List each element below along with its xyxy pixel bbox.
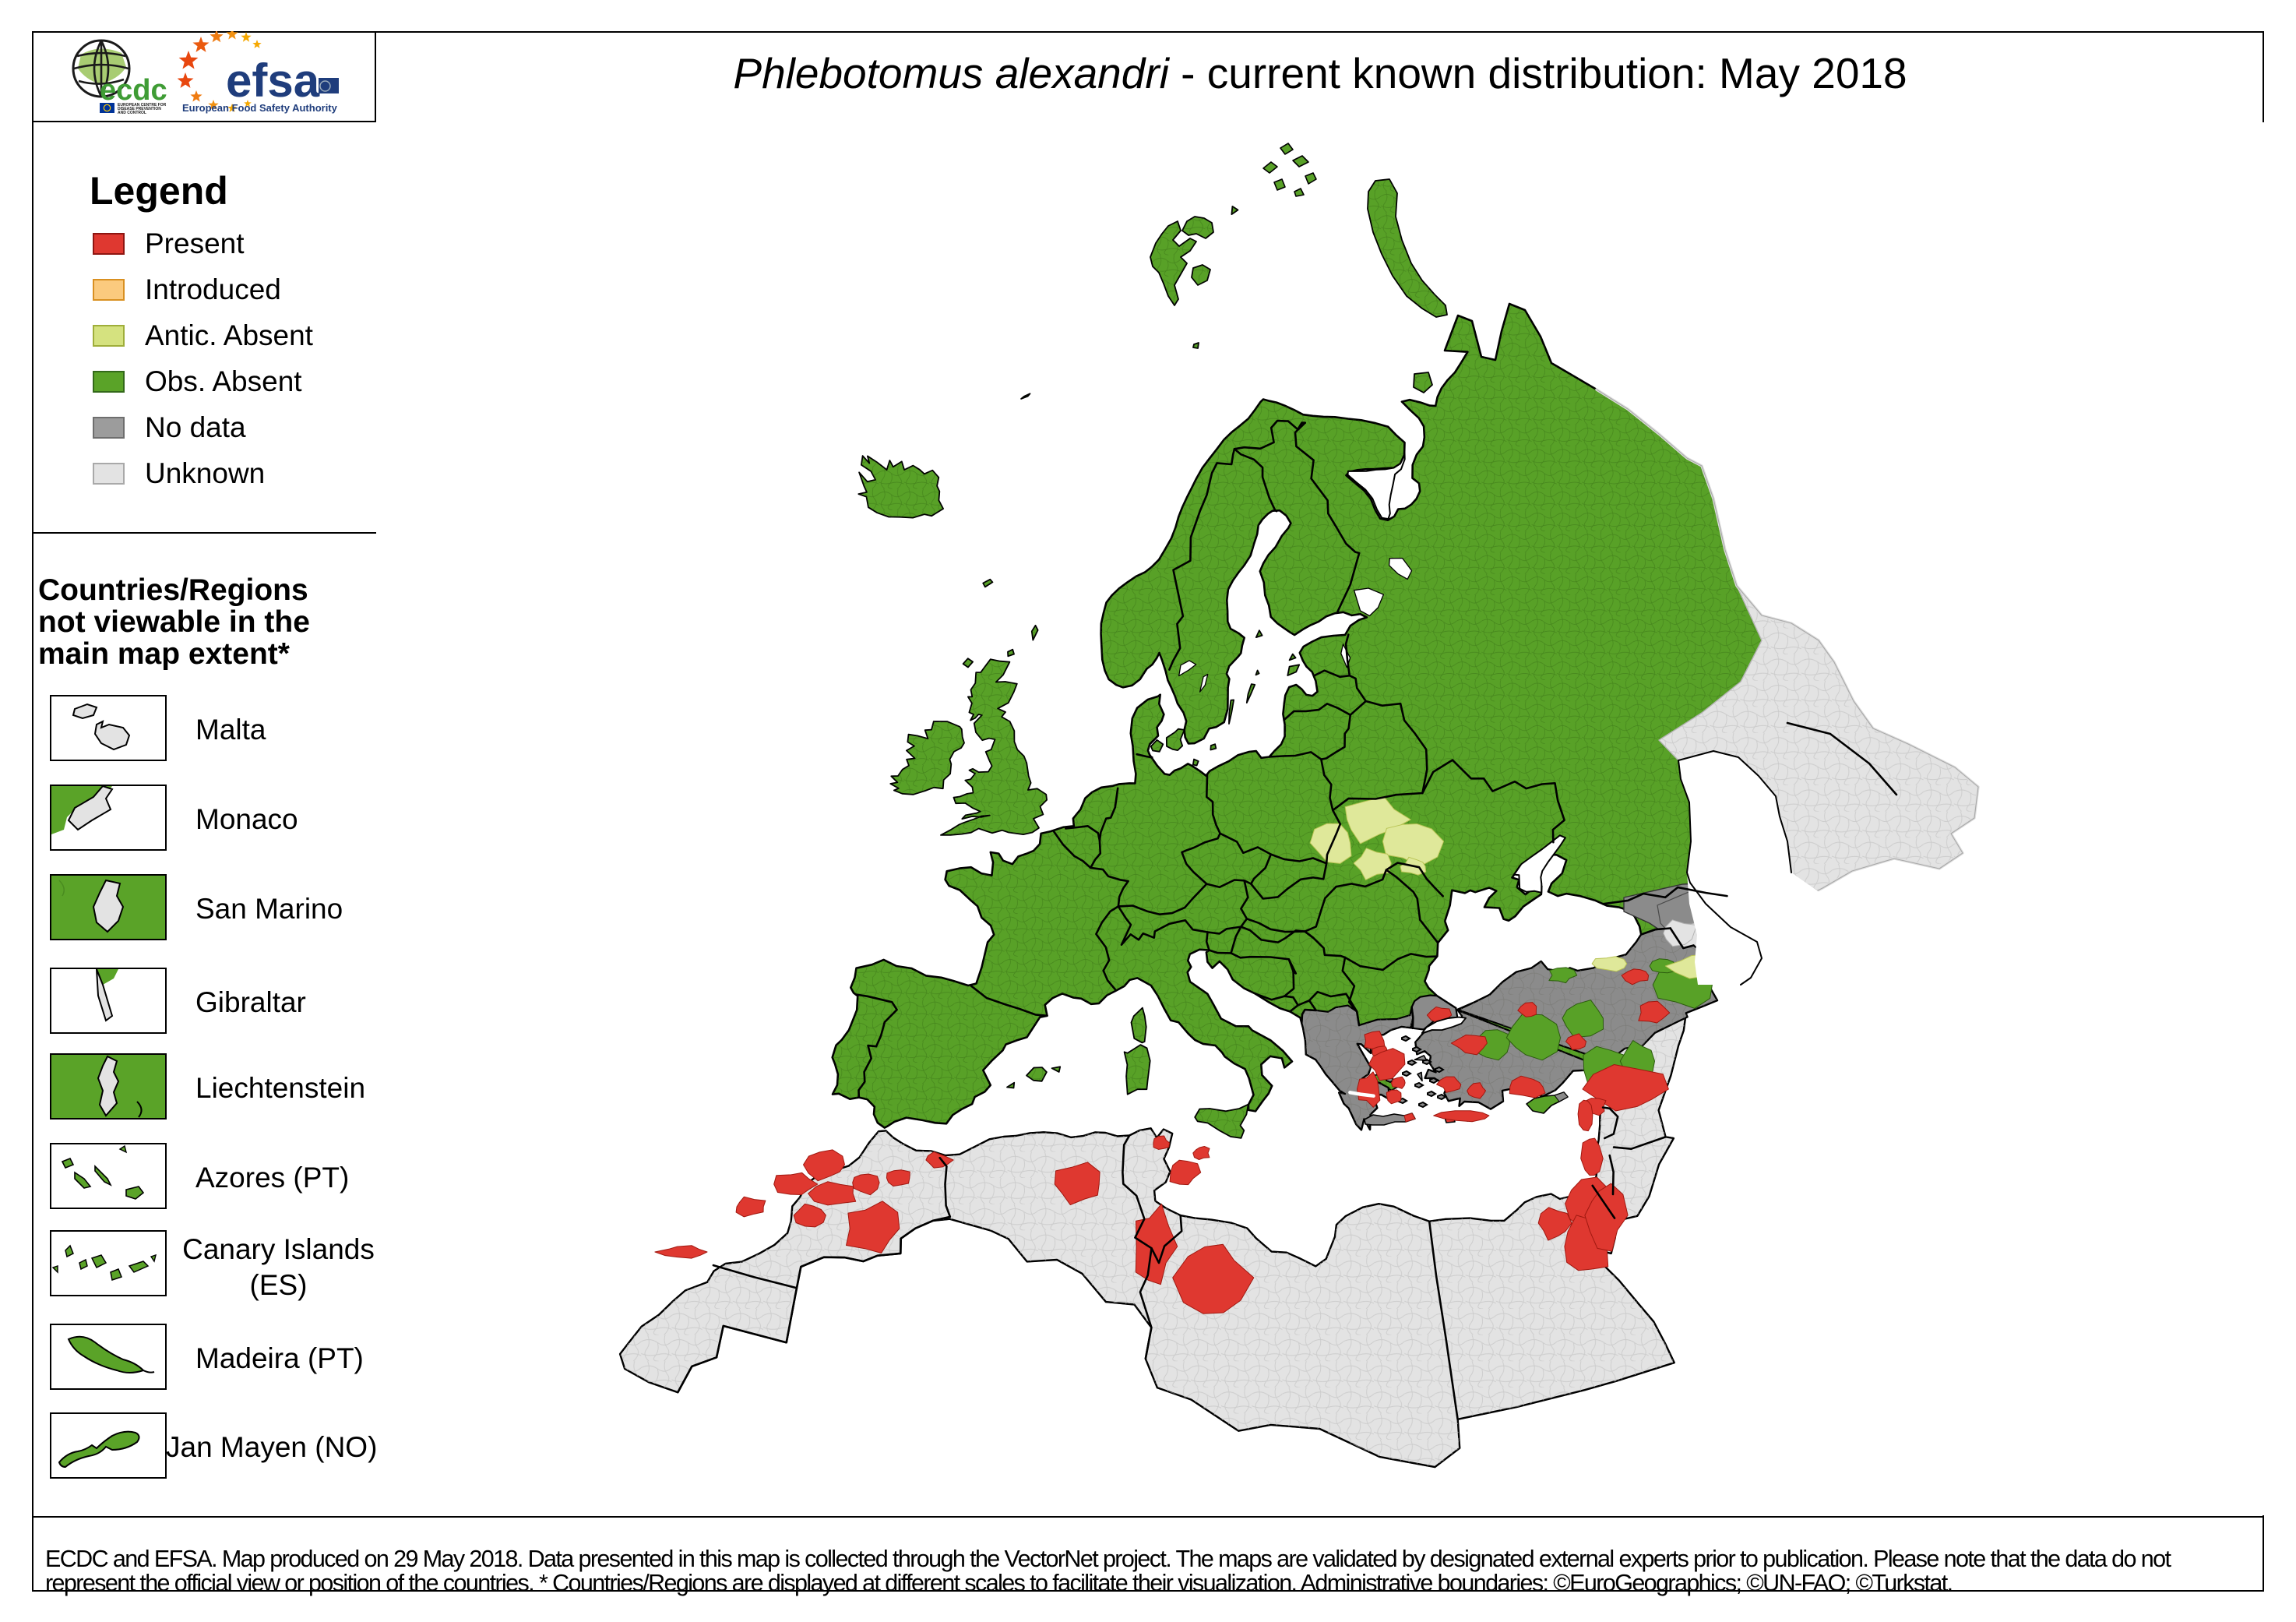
svg-text:ecdc: ecdc	[100, 74, 167, 107]
svg-text:AND CONTROL: AND CONTROL	[118, 111, 146, 115]
svg-text:EUROPEAN CENTRE FOR: EUROPEAN CENTRE FOR	[118, 103, 167, 108]
svg-text:DISEASE PREVENTION: DISEASE PREVENTION	[118, 107, 161, 111]
svg-text:efsa: efsa	[226, 55, 320, 107]
svg-text:European Food Safety Authority: European Food Safety Authority	[182, 102, 338, 114]
